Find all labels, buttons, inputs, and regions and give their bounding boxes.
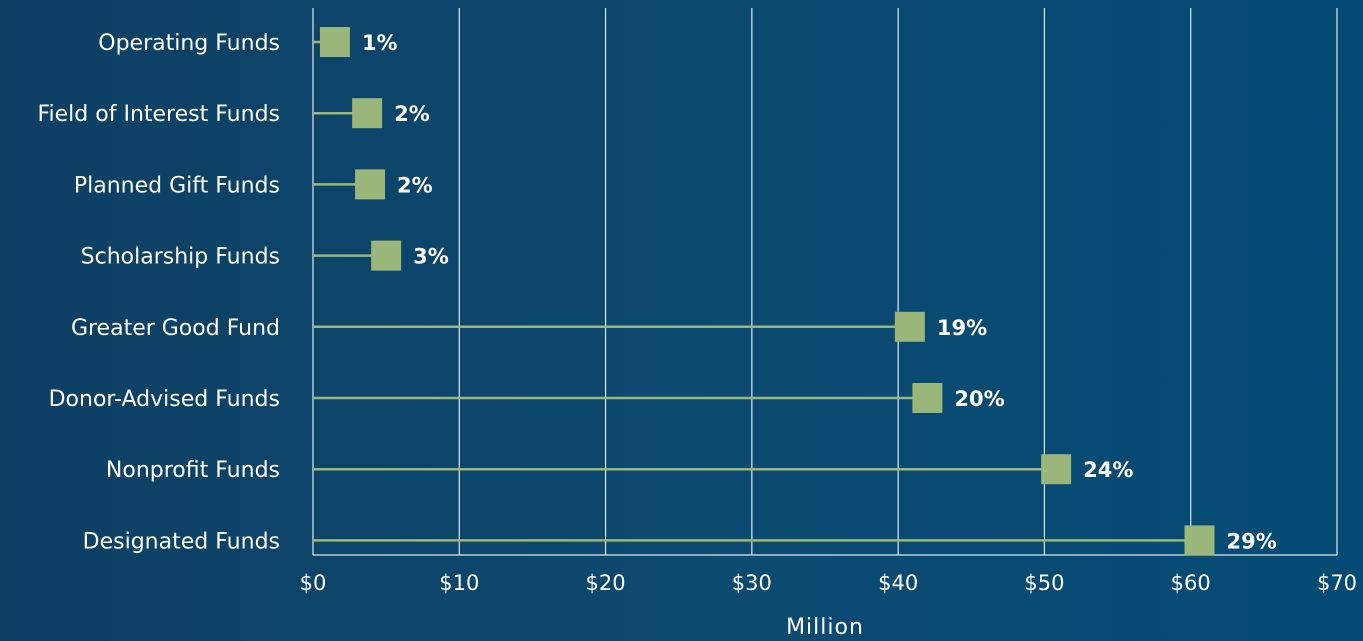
gridlines (312, 8, 1338, 556)
data-label: 2% (394, 102, 430, 126)
x-tick-label: $30 (732, 571, 772, 595)
data-marker (912, 383, 943, 413)
data-label: 3% (413, 245, 449, 269)
category-label: Operating Funds (98, 31, 280, 56)
x-tick-label: $40 (878, 571, 918, 595)
x-tick-label: $50 (1024, 571, 1064, 595)
data-marker (352, 98, 383, 129)
data-label: 20% (954, 387, 1004, 411)
data-label: 1% (362, 31, 398, 55)
data-label: 19% (937, 316, 987, 340)
data-labels: 1% 2% 2% 3% 19% 20% 24% 29% (362, 31, 1277, 553)
x-tick-label: $60 (1171, 571, 1211, 595)
markers (319, 27, 1215, 556)
category-label: Field of Interest Funds (37, 102, 280, 127)
category-labels: Operating Funds Field of Interest Funds Pl… (37, 31, 280, 554)
category-label: Designated Funds (83, 529, 280, 554)
data-marker (371, 240, 402, 271)
data-label: 2% (397, 173, 433, 197)
x-tick-label: $0 (300, 571, 327, 595)
category-label: Nonprofit Funds (106, 458, 280, 483)
data-marker (1184, 525, 1215, 556)
category-label: Scholarship Funds (81, 245, 280, 270)
data-label: 29% (1226, 529, 1276, 553)
x-tick-label: $10 (439, 571, 479, 595)
data-marker (1041, 454, 1072, 485)
x-tick-label: $20 (586, 571, 626, 595)
data-marker (894, 311, 925, 342)
stems (313, 40, 1200, 542)
data-marker (319, 27, 350, 57)
x-axis-title: Million (786, 615, 864, 640)
data-marker (355, 169, 386, 200)
category-label: Donor-Advised Funds (49, 387, 280, 412)
category-label: Planned Gift Funds (74, 173, 280, 198)
category-label: Greater Good Fund (71, 316, 280, 341)
data-label: 24% (1083, 458, 1133, 482)
x-tick-labels: $0 $10 $20 $30 $40 $50 $60 $70 (300, 571, 1357, 595)
x-tick-label: $70 (1317, 571, 1357, 595)
